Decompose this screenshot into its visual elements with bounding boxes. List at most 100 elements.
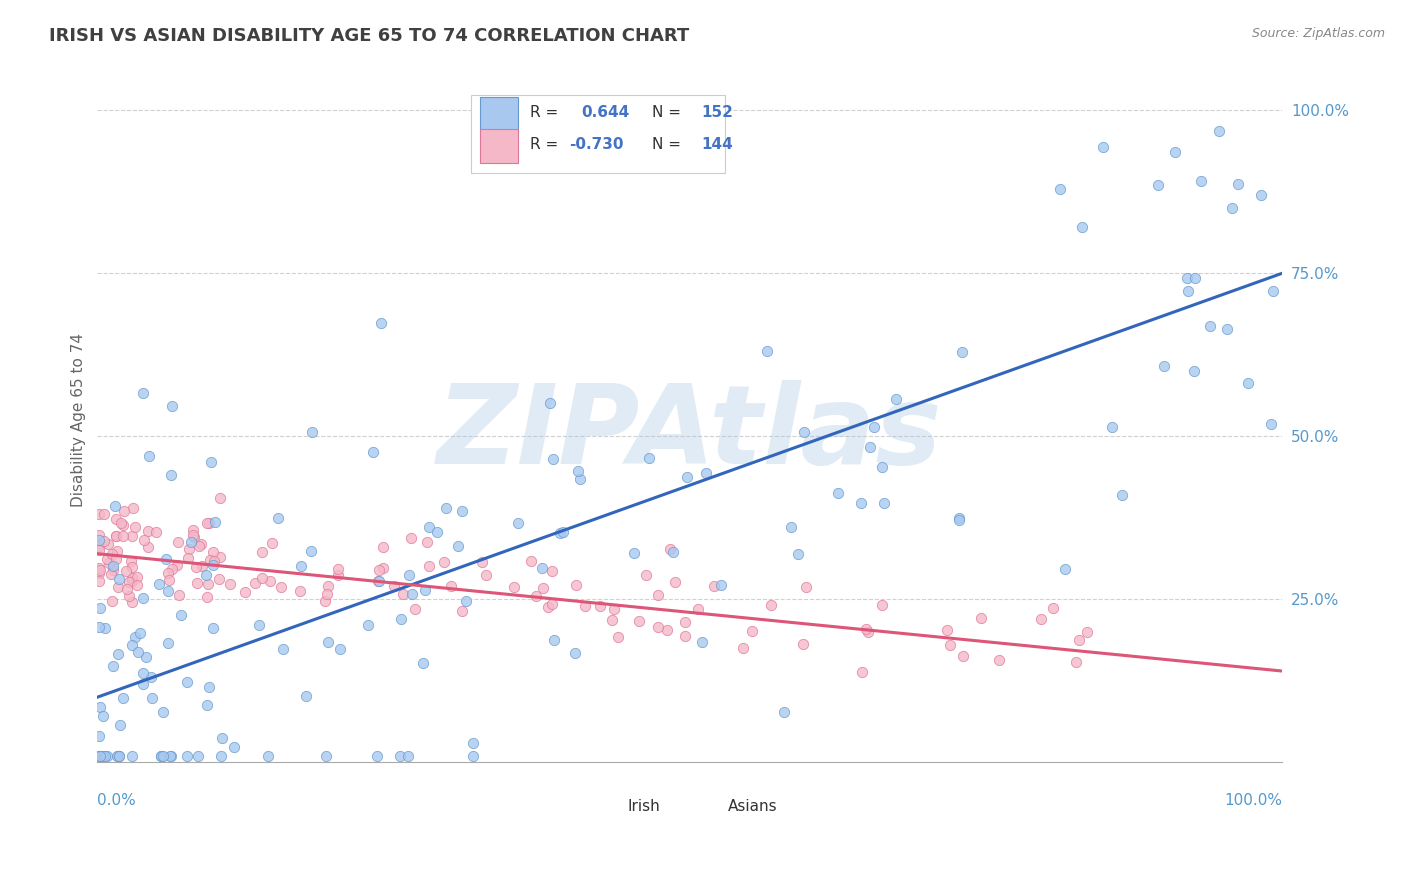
Point [87, 566, 110, 580]
Point [100, 566, 122, 581]
Point [623, 546, 645, 560]
Point [127, 645, 149, 659]
Point [200, 455, 222, 469]
Point [475, 568, 498, 582]
Point [564, 646, 586, 660]
Text: Asians: Asians [728, 799, 778, 814]
Point [101, 593, 124, 607]
Point [851, 665, 873, 679]
Point [156, 583, 179, 598]
Point [149, 748, 172, 763]
Point [121, 595, 143, 609]
Point [93, 507, 115, 521]
Point [183, 530, 205, 544]
Point [463, 748, 485, 763]
Point [870, 598, 893, 612]
Point [858, 624, 880, 639]
Point [166, 534, 188, 549]
Point [108, 572, 131, 586]
Point [110, 516, 132, 531]
Point [104, 529, 127, 543]
Point [224, 740, 246, 755]
Point [111, 529, 134, 543]
Point [1208, 124, 1230, 138]
Point [506, 516, 529, 530]
Point [209, 550, 232, 565]
Point [91, 708, 114, 723]
Point [104, 551, 127, 566]
Point [541, 451, 564, 466]
Text: R =: R = [530, 137, 558, 152]
FancyBboxPatch shape [481, 129, 517, 162]
Point [176, 748, 198, 763]
Point [208, 572, 231, 586]
Point [124, 520, 146, 534]
Point [93, 534, 115, 549]
Y-axis label: Disability Age 65 to 74: Disability Age 65 to 74 [72, 333, 86, 507]
Point [139, 670, 162, 684]
Point [271, 642, 294, 657]
Point [855, 622, 877, 636]
Point [851, 495, 873, 509]
Point [259, 574, 281, 588]
Point [548, 525, 571, 540]
Point [1182, 364, 1205, 378]
Point [318, 635, 340, 649]
Text: Irish: Irish [627, 799, 659, 814]
Point [863, 419, 886, 434]
Point [247, 617, 270, 632]
Point [780, 520, 803, 534]
Point [636, 568, 658, 582]
Point [567, 464, 589, 478]
Point [90, 748, 112, 763]
Point [1146, 178, 1168, 192]
Point [107, 581, 129, 595]
Point [105, 544, 128, 558]
Point [127, 570, 149, 584]
Point [107, 748, 129, 763]
Point [367, 563, 389, 577]
Point [132, 591, 155, 606]
Point [1049, 182, 1071, 196]
Point [603, 601, 626, 615]
Point [688, 602, 710, 616]
Text: 100.0%: 100.0% [1225, 793, 1282, 808]
Point [107, 648, 129, 662]
Point [396, 748, 419, 763]
Point [160, 399, 183, 413]
Point [132, 533, 155, 548]
Point [198, 681, 221, 695]
Point [121, 638, 143, 652]
Point [870, 459, 893, 474]
Point [96, 748, 118, 763]
Point [121, 560, 143, 574]
Point [290, 559, 312, 574]
Point [793, 425, 815, 439]
Point [361, 444, 384, 458]
Point [124, 630, 146, 644]
Point [537, 600, 560, 615]
Point [198, 516, 221, 531]
Point [138, 449, 160, 463]
Point [710, 577, 733, 591]
Point [389, 748, 412, 763]
Point [202, 621, 225, 635]
Point [773, 706, 796, 720]
Point [121, 748, 143, 763]
Point [209, 748, 232, 763]
Point [1101, 420, 1123, 434]
Point [112, 518, 135, 533]
Point [211, 731, 233, 745]
Point [755, 343, 778, 358]
Point [87, 748, 110, 763]
Point [418, 559, 440, 574]
Point [703, 579, 725, 593]
Point [208, 491, 231, 505]
Point [662, 545, 685, 559]
Point [1189, 174, 1212, 188]
Point [1227, 178, 1250, 192]
Point [176, 675, 198, 690]
Point [87, 574, 110, 588]
Point [873, 496, 896, 510]
Point [315, 748, 337, 763]
